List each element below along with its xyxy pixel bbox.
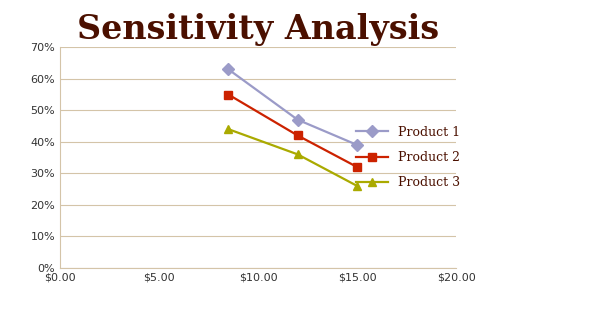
Line: Product 3: Product 3: [224, 125, 361, 190]
Title: Sensitivity Analysis: Sensitivity Analysis: [77, 13, 439, 46]
Product 1: [353, 143, 361, 147]
Product 1: [225, 67, 232, 71]
Product 3: [225, 127, 232, 131]
Product 2: [353, 165, 361, 169]
Product 2: [294, 134, 301, 137]
Product 3: [353, 184, 361, 188]
Legend: Product 1, Product 2, Product 3: Product 1, Product 2, Product 3: [352, 121, 465, 194]
Product 2: [225, 93, 232, 96]
Product 1: [294, 118, 301, 122]
Line: Product 1: Product 1: [224, 65, 361, 149]
Product 3: [294, 152, 301, 156]
Line: Product 2: Product 2: [224, 90, 361, 171]
